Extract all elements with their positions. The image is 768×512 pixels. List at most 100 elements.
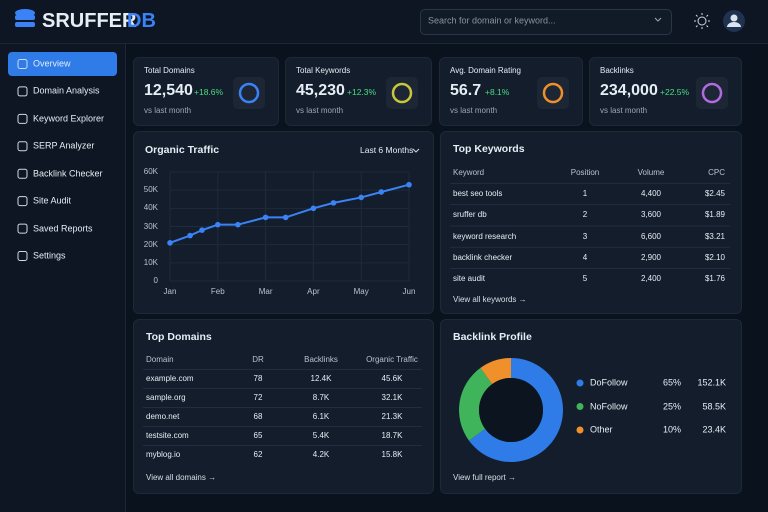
- period-select[interactable]: Last 6 Months: [360, 144, 414, 155]
- legend-label: Other: [590, 424, 613, 435]
- nav-item[interactable]: Overview: [33, 58, 71, 69]
- legend-count: 58.5K: [702, 401, 726, 411]
- stat-icon-box: [386, 77, 418, 109]
- cell: 3,600: [640, 210, 662, 220]
- link[interactable]: View full report →: [453, 473, 516, 482]
- point: [310, 205, 317, 212]
- point: [187, 232, 193, 239]
- cell: 3: [582, 231, 588, 241]
- nav-item[interactable]: Domain Analysis: [33, 85, 100, 96]
- x-tick-label: Feb: [210, 287, 225, 296]
- column-header: Volume: [637, 168, 665, 177]
- stat-change: +12.3%: [347, 86, 377, 97]
- card-title: Top Keywords: [453, 142, 525, 155]
- brand: SRUFFER: [42, 10, 137, 32]
- card: [133, 319, 434, 494]
- cell: backlink checker: [453, 252, 513, 262]
- active-nav[interactable]: [8, 52, 117, 76]
- cell: site audit: [453, 274, 486, 284]
- column-header: Position: [570, 168, 600, 177]
- legend-swatch: [576, 403, 584, 410]
- stat-note: vs last month: [450, 106, 498, 115]
- legend-count: 152.1K: [697, 377, 726, 388]
- point: [215, 221, 221, 228]
- stat-icon: [701, 82, 723, 104]
- cell: $2.45: [704, 189, 725, 198]
- nav-icon: [17, 141, 28, 152]
- cell: 1: [582, 189, 588, 198]
- cell: 32.1K: [381, 393, 403, 402]
- cell: 4,400: [640, 189, 662, 198]
- search-placeholder: Search for domain or keyword...: [428, 15, 556, 26]
- column-header: DR: [252, 355, 264, 364]
- chevron: [412, 148, 420, 153]
- y-tick-label: 10K: [143, 257, 158, 267]
- stat-label: Total Keywords: [296, 66, 351, 75]
- cell: 2: [582, 210, 588, 220]
- donut-segment: [459, 367, 493, 441]
- cell: sample.org: [146, 393, 186, 402]
- cell: 6.1K: [312, 412, 330, 421]
- stat-value: 234,000: [600, 82, 658, 99]
- cell: 65: [253, 431, 263, 440]
- nav-icon: [17, 168, 28, 179]
- point: [358, 194, 365, 201]
- nav-item[interactable]: Backlink Checker: [33, 168, 103, 179]
- point: [282, 214, 289, 221]
- nav-item[interactable]: SERP Analyzer: [33, 140, 95, 151]
- column-header: Domain: [146, 355, 174, 364]
- nav-item[interactable]: Keyword Explorer: [33, 113, 105, 124]
- point: [199, 227, 205, 233]
- donut-segment: [468, 358, 563, 462]
- nav-icon: [17, 86, 28, 97]
- point: [406, 181, 412, 188]
- logo: [15, 9, 35, 27]
- stat-change: +18.6%: [194, 86, 224, 97]
- stat-icon-box: [233, 77, 265, 109]
- legend-percent: 25%: [662, 401, 681, 411]
- x-tick-label: May: [353, 287, 369, 296]
- cell: 4.2K: [312, 450, 330, 459]
- y-tick-label: 40K: [143, 203, 158, 213]
- legend-label: NoFollow: [590, 401, 628, 411]
- avatar[interactable]: [723, 10, 745, 32]
- point: [330, 200, 337, 206]
- cell: sruffer db: [453, 210, 487, 220]
- column-header: Backlinks: [304, 355, 338, 364]
- y-tick-label: 0: [153, 276, 158, 285]
- nav-item[interactable]: Saved Reports: [33, 223, 93, 234]
- stat-note: vs last month: [296, 106, 344, 115]
- stat-note: vs last month: [144, 106, 192, 115]
- link[interactable]: View all domains →: [146, 473, 217, 482]
- cell: 72: [253, 393, 263, 402]
- cell: 5: [582, 274, 588, 284]
- nav-icon: [17, 223, 28, 234]
- cell: example.com: [146, 374, 194, 383]
- cell: 45.6K: [381, 374, 403, 383]
- stat-value: 12,540: [144, 82, 193, 99]
- cell: keyword research: [453, 231, 517, 241]
- stat-value: 45,230: [296, 82, 345, 99]
- legend-swatch: [576, 379, 584, 387]
- x-tick-label: Jun: [402, 287, 416, 296]
- x-tick-label: Apr: [307, 287, 320, 296]
- legend-percent: 65%: [662, 377, 681, 388]
- link[interactable]: View all keywords →: [453, 295, 527, 304]
- card: [440, 131, 742, 314]
- nav-item[interactable]: Settings: [33, 250, 66, 261]
- legend-count: 23.4K: [702, 424, 726, 435]
- search-box[interactable]: [420, 9, 672, 35]
- line: [169, 183, 410, 244]
- theme-icon[interactable]: [694, 13, 710, 29]
- cell: 6,600: [640, 231, 662, 241]
- donut-hole: [479, 378, 543, 442]
- nav-icon: [17, 196, 28, 207]
- cell: 78: [253, 374, 263, 383]
- stat-icon: [542, 82, 564, 104]
- card: [133, 131, 434, 314]
- stat-label: Total Domains: [144, 66, 195, 75]
- cell: myblog.io: [146, 450, 181, 459]
- donut-segment: [480, 358, 511, 385]
- nav-item[interactable]: Site Audit: [33, 195, 72, 206]
